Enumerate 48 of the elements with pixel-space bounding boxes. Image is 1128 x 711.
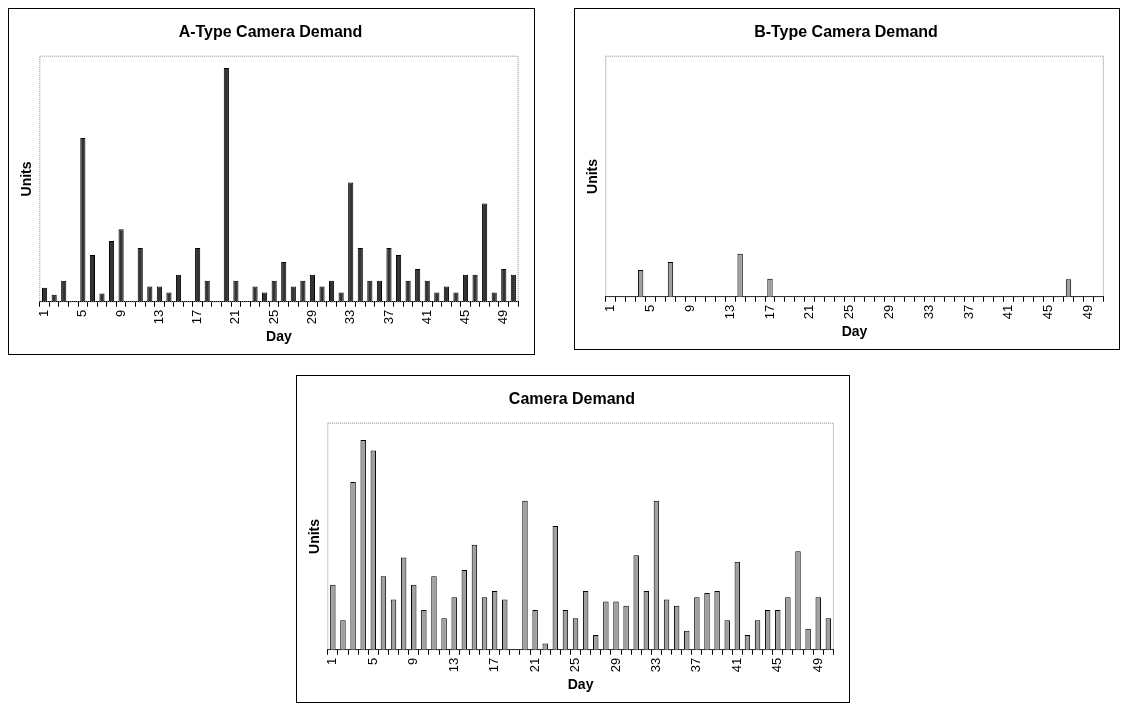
x-tick-label: 37 [380,309,396,325]
x-tick-label: 45 [1040,304,1056,320]
x-tick-label: 21 [227,309,243,325]
chart-title: A-Type Camera Demand [178,23,363,41]
x-tick-label: 17 [761,304,777,320]
x-tick-label: 1 [602,304,618,312]
x-tick-label: 29 [304,309,320,325]
x-tick-label: 21 [801,304,817,320]
x-tick-label: 25 [841,304,857,320]
x-tick-label: 45 [769,657,785,673]
x-tick-label: 49 [1079,304,1095,320]
x-tick-label: 17 [189,309,205,325]
x-tick-label: 41 [728,657,744,673]
x-tick-label: 13 [445,657,461,673]
x-tick-label: 9 [405,657,421,665]
x-tick-label: 45 [457,309,473,325]
x-tick-label: 17 [486,657,502,673]
x-tick-label: 5 [74,309,90,317]
x-tick-label: 13 [150,309,166,325]
x-tick-label: 1 [324,657,340,665]
x-tick-label: 29 [880,304,896,320]
x-tick-label: 37 [960,304,976,320]
x-tick-label: 33 [648,657,664,673]
x-tick-label: 29 [607,657,623,673]
x-axis-title: Day [266,328,293,345]
x-tick-label: 25 [265,309,281,325]
x-tick-label: 41 [418,309,434,325]
x-tick-label: 21 [526,657,542,673]
x-axis-title: Day [841,323,868,340]
x-tick-label: 49 [809,657,825,673]
x-tick-label: 9 [112,309,128,317]
x-tick-label: 41 [1000,304,1016,320]
y-axis-title: Units [584,158,601,194]
x-tick-label: 33 [342,309,358,325]
x-tick-label: 5 [642,304,658,312]
x-tick-label: 37 [688,657,704,673]
x-tick-label: 33 [920,304,936,320]
chart-title: B-Type Camera Demand [754,23,938,41]
x-tick-label: 5 [364,657,380,665]
chart-title: Camera Demand [508,390,636,408]
x-tick-label: 1 [36,309,52,317]
x-tick-label: 9 [681,304,697,312]
x-tick-label: 13 [721,304,737,320]
y-axis-title: Units [18,161,35,197]
x-tick-label: 25 [567,657,583,673]
x-tick-label: 49 [495,309,511,325]
x-axis-title: Day [567,676,594,693]
y-axis-title: Units [306,518,323,554]
